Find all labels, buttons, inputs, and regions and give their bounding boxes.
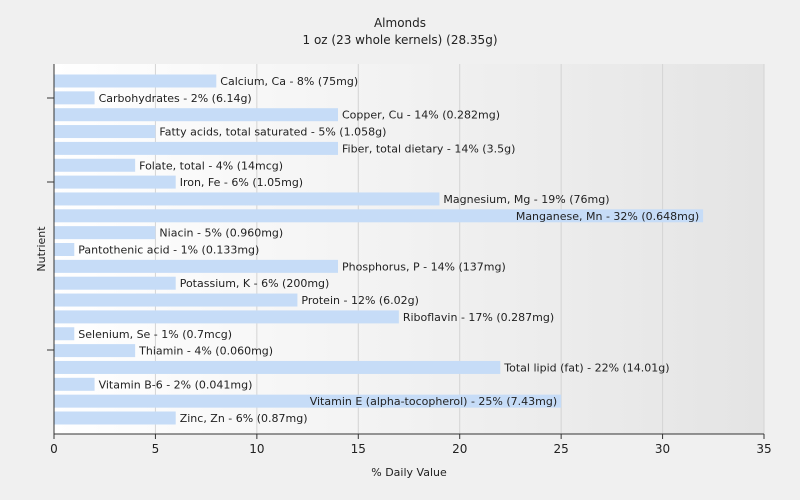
x-tick-label: 35 <box>756 442 771 456</box>
bar-label: Riboflavin - 17% (0.287mg) <box>403 311 554 324</box>
bar-label: Folate, total - 4% (14mcg) <box>139 159 283 172</box>
bar <box>54 209 704 223</box>
y-axis-label: Nutrient <box>35 226 48 272</box>
bar-label: Iron, Fe - 6% (1.05mg) <box>180 176 303 189</box>
bar <box>54 310 399 324</box>
bar <box>54 394 562 408</box>
bar-label: Total lipid (fat) - 22% (14.01g) <box>503 361 669 374</box>
x-tick-label: 15 <box>351 442 366 456</box>
bar-label: Selenium, Se - 1% (0.7mcg) <box>78 328 232 341</box>
bar <box>54 226 156 240</box>
x-tick-label: 0 <box>50 442 58 456</box>
bar-label: Pantothenic acid - 1% (0.133mg) <box>78 244 259 257</box>
chart-title: Almonds <box>374 16 426 30</box>
bar <box>54 91 95 105</box>
bar <box>54 344 136 358</box>
x-tick-label: 30 <box>655 442 670 456</box>
bar-label: Fiber, total dietary - 14% (3.5g) <box>342 142 515 155</box>
bar <box>54 411 176 425</box>
bar <box>54 293 298 307</box>
bar <box>54 74 217 88</box>
bar <box>54 377 95 391</box>
bars: Calcium, Ca - 8% (75mg) Carbohydrates - 2… <box>54 74 704 425</box>
x-tick-label: 5 <box>152 442 160 456</box>
bar-label: Phosphorus, P - 14% (137mg) <box>342 260 506 273</box>
bar-label: Vitamin B-6 - 2% (0.041mg) <box>99 378 253 391</box>
bar-label: Potassium, K - 6% (200mg) <box>180 277 330 290</box>
bar-label: Carbohydrates - 2% (6.14g) <box>99 92 252 105</box>
bar <box>54 175 176 189</box>
x-axis-label: % Daily Value <box>371 466 447 479</box>
x-tick-label: 20 <box>452 442 467 456</box>
bar-label: Protein - 12% (6.02g) <box>301 294 419 307</box>
bar-label: Fatty acids, total saturated - 5% (1.058… <box>159 126 386 139</box>
chart-subtitle: 1 oz (23 whole kernels) (28.35g) <box>303 33 498 47</box>
bar-label: Niacin - 5% (0.960mg) <box>159 227 283 240</box>
bar-label: Copper, Cu - 14% (0.282mg) <box>342 109 500 122</box>
bar-label: Manganese, Mn - 32% (0.648mg) <box>516 210 699 223</box>
bar <box>54 158 136 172</box>
bar <box>54 141 338 155</box>
bar <box>54 125 156 139</box>
bar-label: Thiamin - 4% (0.060mg) <box>138 345 273 358</box>
bar <box>54 276 176 290</box>
bar-label: Calcium, Ca - 8% (75mg) <box>220 75 358 88</box>
bar <box>54 192 440 206</box>
bar <box>54 243 75 256</box>
bar <box>54 259 338 273</box>
axes <box>47 64 764 435</box>
bar-label: Vitamin E (alpha-tocopherol) - 25% (7.43… <box>310 395 557 408</box>
bar <box>54 327 75 341</box>
bar-label: Zinc, Zn - 6% (0.87mg) <box>180 412 308 425</box>
bar <box>54 108 338 122</box>
bar <box>54 360 501 374</box>
x-tick-label: 25 <box>554 442 569 456</box>
x-ticks: 0 5 10 15 20 25 30 35 <box>50 434 772 456</box>
x-tick-label: 10 <box>249 442 264 456</box>
bar-label: Magnesium, Mg - 19% (76mg) <box>443 193 609 206</box>
